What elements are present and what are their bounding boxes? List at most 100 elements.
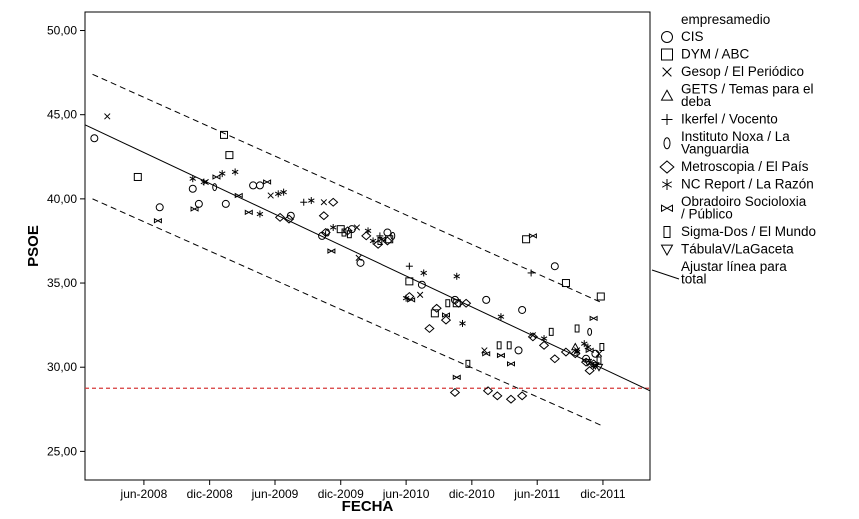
- y-tick-label: 50,00: [47, 24, 77, 38]
- data-point: [225, 151, 234, 160]
- data-point: [449, 387, 461, 397]
- data-point: [540, 335, 548, 343]
- y-axis-title: PSOE: [25, 225, 42, 267]
- data-point: [492, 391, 503, 401]
- data-point: [549, 354, 560, 364]
- data-point: [561, 279, 570, 288]
- legend-item: Ikerfel / Vocento: [661, 112, 778, 127]
- data-point: [506, 361, 515, 367]
- data-point: [596, 292, 605, 301]
- legend: empresamedio CIS DYM / ABC Gesop / El Perió…: [651, 12, 816, 287]
- data-point: [274, 190, 282, 198]
- data-point: [496, 352, 505, 359]
- data-point: [589, 315, 598, 322]
- data-point: [416, 291, 424, 298]
- legend-item: Sigma-Dos / El Mundo: [663, 224, 816, 239]
- data-point: [231, 168, 239, 176]
- data-point: [320, 228, 331, 238]
- legend-item: NC Report / La Razón: [661, 177, 814, 192]
- data-point: [353, 224, 361, 231]
- data-point: [255, 181, 264, 190]
- data-point: [329, 223, 337, 231]
- data-point: [482, 386, 494, 396]
- x-tick-label: dic-2008: [187, 487, 233, 501]
- fit-lines: [84, 73, 651, 427]
- data-point: [188, 184, 197, 193]
- x-tick-label: jun-2011: [513, 487, 560, 501]
- data-point: [453, 298, 464, 308]
- data-point: [361, 231, 372, 241]
- data-point: [405, 262, 413, 270]
- legend-marker: [660, 244, 674, 257]
- legend-marker: [661, 179, 673, 190]
- data-point: [574, 324, 580, 333]
- data-point: [560, 347, 572, 357]
- data-point: [424, 323, 435, 334]
- ci-lower-line: [92, 198, 604, 427]
- legend-item: Obradoiro Socioloxia / Público: [661, 194, 807, 222]
- data-point: [405, 277, 414, 286]
- data-point: [300, 198, 308, 206]
- legend-label: NC Report / La Razón: [681, 177, 814, 192]
- legend-fit-line: [651, 269, 680, 280]
- data-point: [320, 199, 328, 206]
- legend-label: DYM / ABC: [681, 47, 750, 62]
- x-tick-label: dic-2011: [580, 487, 625, 501]
- legend-label: Sigma-Dos / El Mundo: [681, 224, 816, 239]
- data-point: [212, 174, 221, 180]
- data-point: [274, 212, 286, 222]
- legend-label: GETS / Temas para el deba: [681, 82, 814, 110]
- data-point: [516, 391, 528, 401]
- data-point: [133, 172, 142, 181]
- legend-label: Metroscopia / El País: [681, 159, 809, 174]
- legend-item-fit: Ajustar línea para total: [651, 259, 787, 287]
- data-point: [341, 228, 347, 237]
- data-point: [538, 340, 550, 350]
- data-point: [280, 188, 287, 196]
- x-tick-label: jun-2009: [251, 487, 299, 501]
- data-point: [528, 233, 537, 239]
- legend-marker: [661, 31, 673, 43]
- data-point: [482, 295, 491, 304]
- data-point: [452, 299, 461, 308]
- data-point: [580, 357, 592, 367]
- data-point: [212, 183, 218, 192]
- data-point: [506, 341, 512, 350]
- data-point: [460, 298, 472, 308]
- data-point: [440, 315, 452, 325]
- data-point: [383, 228, 392, 237]
- legend-marker: [661, 204, 673, 213]
- legend-marker: [662, 67, 672, 77]
- legend-title: empresamedio: [681, 12, 770, 27]
- legend-label: Gesop / El Periódico: [681, 64, 804, 79]
- legend-label: Obradoiro Socioloxia / Público: [681, 194, 807, 222]
- data-point: [190, 206, 199, 212]
- data-point: [104, 113, 111, 120]
- x-tick-label: jun-2008: [120, 487, 168, 501]
- data-point: [308, 197, 315, 205]
- x-tick-label: dic-2010: [449, 487, 495, 501]
- tick-marks: [80, 30, 604, 485]
- y-tick-label: 45,00: [47, 108, 77, 122]
- data-point: [518, 305, 527, 314]
- data-point: [382, 236, 393, 246]
- legend-label: CIS: [681, 29, 704, 44]
- data-point: [189, 175, 197, 183]
- legend-item: GETS / Temas para el deba: [660, 82, 814, 110]
- legend-label: TábulaV/LaGaceta: [681, 242, 794, 257]
- data-point: [595, 350, 603, 357]
- data-point: [573, 348, 581, 356]
- plot-frame: [84, 11, 651, 481]
- legend-item: TábulaV/LaGaceta: [660, 242, 794, 257]
- legend-item: Instituto Noxa / La Vanguardia: [663, 129, 790, 157]
- data-point: [430, 309, 439, 318]
- data-points: [90, 113, 605, 404]
- y-tick-label: 35,00: [47, 276, 77, 290]
- data-point: [453, 272, 461, 280]
- data-point: [585, 347, 594, 354]
- data-point: [328, 197, 339, 207]
- data-point: [377, 236, 383, 245]
- data-point: [355, 254, 362, 261]
- data-point: [497, 313, 505, 321]
